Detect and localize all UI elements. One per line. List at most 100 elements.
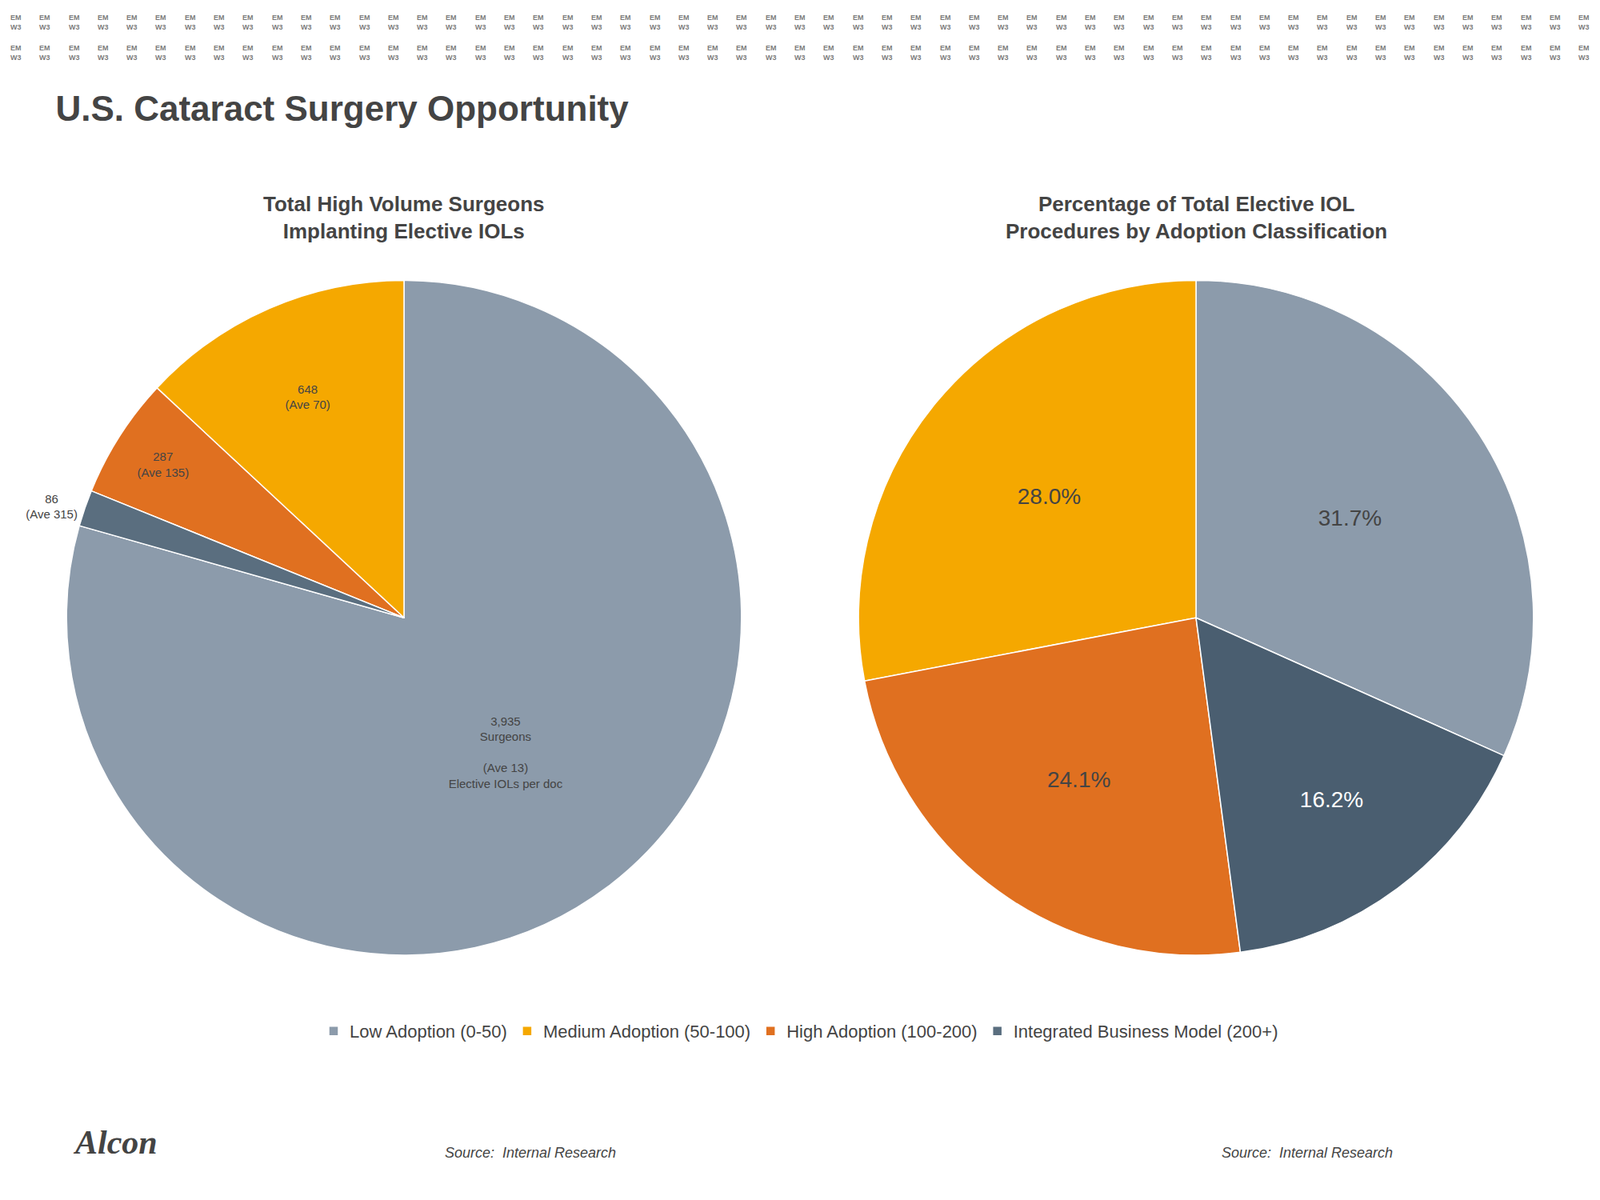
- svg-text:EMW3: EMW3: [997, 44, 1009, 62]
- svg-text:EMW3: EMW3: [1549, 44, 1561, 62]
- svg-text:EMW3: EMW3: [852, 13, 864, 32]
- svg-text:EMW3: EMW3: [1026, 13, 1038, 32]
- svg-text:EMW3: EMW3: [1113, 13, 1125, 32]
- svg-text:EMW3: EMW3: [97, 44, 109, 62]
- svg-text:EMW3: EMW3: [388, 13, 400, 32]
- svg-text:EMW3: EMW3: [213, 13, 225, 32]
- svg-text:EMW3: EMW3: [1056, 44, 1068, 62]
- svg-text:EMW3: EMW3: [1288, 44, 1300, 62]
- svg-text:EMW3: EMW3: [765, 13, 777, 32]
- svg-text:EMW3: EMW3: [329, 44, 341, 62]
- svg-text:EMW3: EMW3: [329, 13, 341, 32]
- svg-text:EMW3: EMW3: [97, 13, 109, 32]
- svg-text:EMW3: EMW3: [68, 44, 80, 62]
- svg-text:EMW3: EMW3: [272, 44, 284, 62]
- svg-text:EMW3: EMW3: [707, 13, 719, 32]
- svg-text:EMW3: EMW3: [1230, 13, 1242, 32]
- svg-text:EMW3: EMW3: [213, 44, 225, 62]
- svg-text:EMW3: EMW3: [1259, 13, 1271, 32]
- svg-text:EMW3: EMW3: [1143, 44, 1155, 62]
- svg-text:EMW3: EMW3: [794, 44, 806, 62]
- svg-text:Source: Internal Research: Source: Internal Research: [1221, 1144, 1393, 1161]
- svg-text:EMW3: EMW3: [504, 44, 516, 62]
- svg-text:EMW3: EMW3: [707, 44, 719, 62]
- svg-text:EMW3: EMW3: [272, 13, 284, 32]
- svg-text:EMW3: EMW3: [1200, 44, 1212, 62]
- svg-text:EMW3: EMW3: [475, 13, 487, 32]
- svg-text:EMW3: EMW3: [591, 44, 603, 62]
- svg-text:EMW3: EMW3: [881, 13, 893, 32]
- svg-text:EMW3: EMW3: [1375, 44, 1387, 62]
- svg-text:EMW3: EMW3: [1491, 44, 1503, 62]
- svg-text:EMW3: EMW3: [1288, 13, 1300, 32]
- svg-text:EMW3: EMW3: [765, 44, 777, 62]
- svg-text:U.S. Cataract Surgery Opportun: U.S. Cataract Surgery Opportunity: [55, 88, 629, 128]
- svg-text:EMW3: EMW3: [1200, 13, 1212, 32]
- svg-text:EMW3: EMW3: [504, 13, 516, 32]
- svg-text:31.7%: 31.7%: [1318, 505, 1382, 531]
- svg-text:Integrated Business Model (200: Integrated Business Model (200+): [1013, 1021, 1279, 1042]
- svg-text:24.1%: 24.1%: [1047, 767, 1111, 792]
- svg-text:EMW3: EMW3: [562, 13, 574, 32]
- svg-text:EMW3: EMW3: [184, 44, 196, 62]
- svg-text:EMW3: EMW3: [1520, 13, 1532, 32]
- svg-text:EMW3: EMW3: [649, 44, 661, 62]
- svg-text:EMW3: EMW3: [1172, 13, 1184, 32]
- svg-text:EMW3: EMW3: [678, 13, 690, 32]
- svg-text:EMW3: EMW3: [155, 13, 167, 32]
- svg-text:Low Adoption (0-50): Low Adoption (0-50): [349, 1021, 508, 1042]
- svg-text:EMW3: EMW3: [445, 44, 457, 62]
- svg-text:Percentage of Total Elective I: Percentage of Total Elective IOLProcedur…: [1005, 192, 1388, 244]
- svg-text:EMW3: EMW3: [475, 44, 487, 62]
- svg-text:EMW3: EMW3: [881, 44, 893, 62]
- svg-text:EMW3: EMW3: [532, 44, 544, 62]
- svg-text:Alcon: Alcon: [72, 1124, 158, 1161]
- svg-text:EMW3: EMW3: [823, 44, 835, 62]
- svg-text:3,935Surgeons(Ave 13)Elective: 3,935Surgeons(Ave 13)Elective IOLs per d…: [448, 714, 564, 791]
- svg-text:EMW3: EMW3: [416, 44, 428, 62]
- svg-text:EMW3: EMW3: [68, 13, 80, 32]
- svg-text:EMW3: EMW3: [1462, 44, 1474, 62]
- svg-text:EMW3: EMW3: [126, 44, 138, 62]
- svg-text:EMW3: EMW3: [1433, 13, 1445, 32]
- svg-text:Total High Volume SurgeonsImpl: Total High Volume SurgeonsImplanting Ele…: [263, 192, 545, 244]
- svg-text:EMW3: EMW3: [1346, 13, 1358, 32]
- svg-text:EMW3: EMW3: [300, 44, 312, 62]
- svg-text:EMW3: EMW3: [1113, 44, 1125, 62]
- svg-text:EMW3: EMW3: [940, 13, 952, 32]
- svg-text:EMW3: EMW3: [388, 44, 400, 62]
- svg-text:EMW3: EMW3: [242, 13, 254, 32]
- svg-text:EMW3: EMW3: [1230, 44, 1242, 62]
- svg-text:EMW3: EMW3: [910, 13, 922, 32]
- svg-text:EMW3: EMW3: [155, 44, 167, 62]
- svg-text:EMW3: EMW3: [10, 13, 22, 32]
- svg-text:EMW3: EMW3: [359, 13, 371, 32]
- svg-text:EMW3: EMW3: [39, 44, 51, 62]
- svg-text:EMW3: EMW3: [1026, 44, 1038, 62]
- svg-text:EMW3: EMW3: [1578, 44, 1590, 62]
- svg-text:EMW3: EMW3: [39, 13, 51, 32]
- svg-text:EMW3: EMW3: [184, 13, 196, 32]
- svg-text:EMW3: EMW3: [1520, 44, 1532, 62]
- svg-text:EMW3: EMW3: [1316, 13, 1328, 32]
- svg-text:EMW3: EMW3: [1404, 13, 1416, 32]
- svg-text:EMW3: EMW3: [1404, 44, 1416, 62]
- svg-text:EMW3: EMW3: [416, 13, 428, 32]
- svg-text:EMW3: EMW3: [736, 44, 748, 62]
- svg-text:EMW3: EMW3: [910, 44, 922, 62]
- svg-text:EMW3: EMW3: [242, 44, 254, 62]
- svg-text:287(Ave 135): 287(Ave 135): [136, 449, 189, 480]
- svg-text:EMW3: EMW3: [620, 13, 632, 32]
- svg-text:EMW3: EMW3: [126, 13, 138, 32]
- svg-text:EMW3: EMW3: [620, 44, 632, 62]
- svg-text:648(Ave 70): 648(Ave 70): [284, 382, 330, 412]
- svg-text:86(Ave 315): 86(Ave 315): [25, 492, 78, 522]
- svg-text:High Adoption (100-200): High Adoption (100-200): [786, 1021, 978, 1042]
- svg-text:EMW3: EMW3: [1433, 44, 1445, 62]
- svg-text:EMW3: EMW3: [1084, 44, 1096, 62]
- svg-text:EMW3: EMW3: [736, 13, 748, 32]
- svg-text:EMW3: EMW3: [649, 13, 661, 32]
- svg-text:Medium Adoption (50-100): Medium Adoption (50-100): [543, 1021, 751, 1042]
- svg-text:16.2%: 16.2%: [1300, 787, 1364, 812]
- svg-text:EMW3: EMW3: [997, 13, 1009, 32]
